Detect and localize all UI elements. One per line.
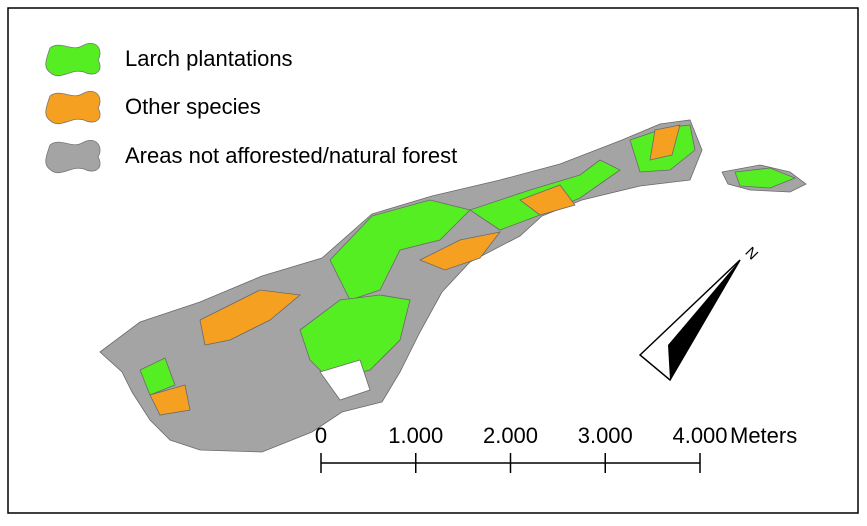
patch-orange — [199, 289, 301, 346]
legend-label: Areas not afforested/natural forest — [125, 143, 457, 168]
scale-unit: Meters — [730, 423, 797, 448]
legend-swatch — [45, 43, 101, 77]
patch-orange — [649, 124, 681, 161]
patch-green — [139, 357, 176, 396]
legend-label: Other species — [125, 94, 261, 119]
gap-white — [319, 359, 371, 401]
scale-label: 2.000 — [483, 423, 538, 448]
legend-swatch — [45, 140, 101, 174]
north-arrow-right — [668, 260, 740, 380]
patch-orange — [149, 384, 191, 416]
patch-orange — [419, 231, 501, 271]
legend-label: Larch plantations — [125, 46, 293, 71]
scale-bar: 0 1.000 2.000 3.000 4.000 Meters — [315, 423, 797, 473]
scale-label: 1.000 — [388, 423, 443, 448]
scale-label: 3.000 — [578, 423, 633, 448]
map-area — [99, 119, 807, 453]
scale-label: 0 — [315, 423, 327, 448]
patch-green — [299, 294, 411, 381]
legend-swatch — [45, 91, 101, 125]
legend: Larch plantations Other species Areas not … — [45, 43, 457, 174]
patch-green — [734, 167, 797, 189]
patch-orange — [519, 184, 576, 216]
patch-green — [329, 199, 471, 301]
scale-label: 4.000 — [672, 423, 727, 448]
